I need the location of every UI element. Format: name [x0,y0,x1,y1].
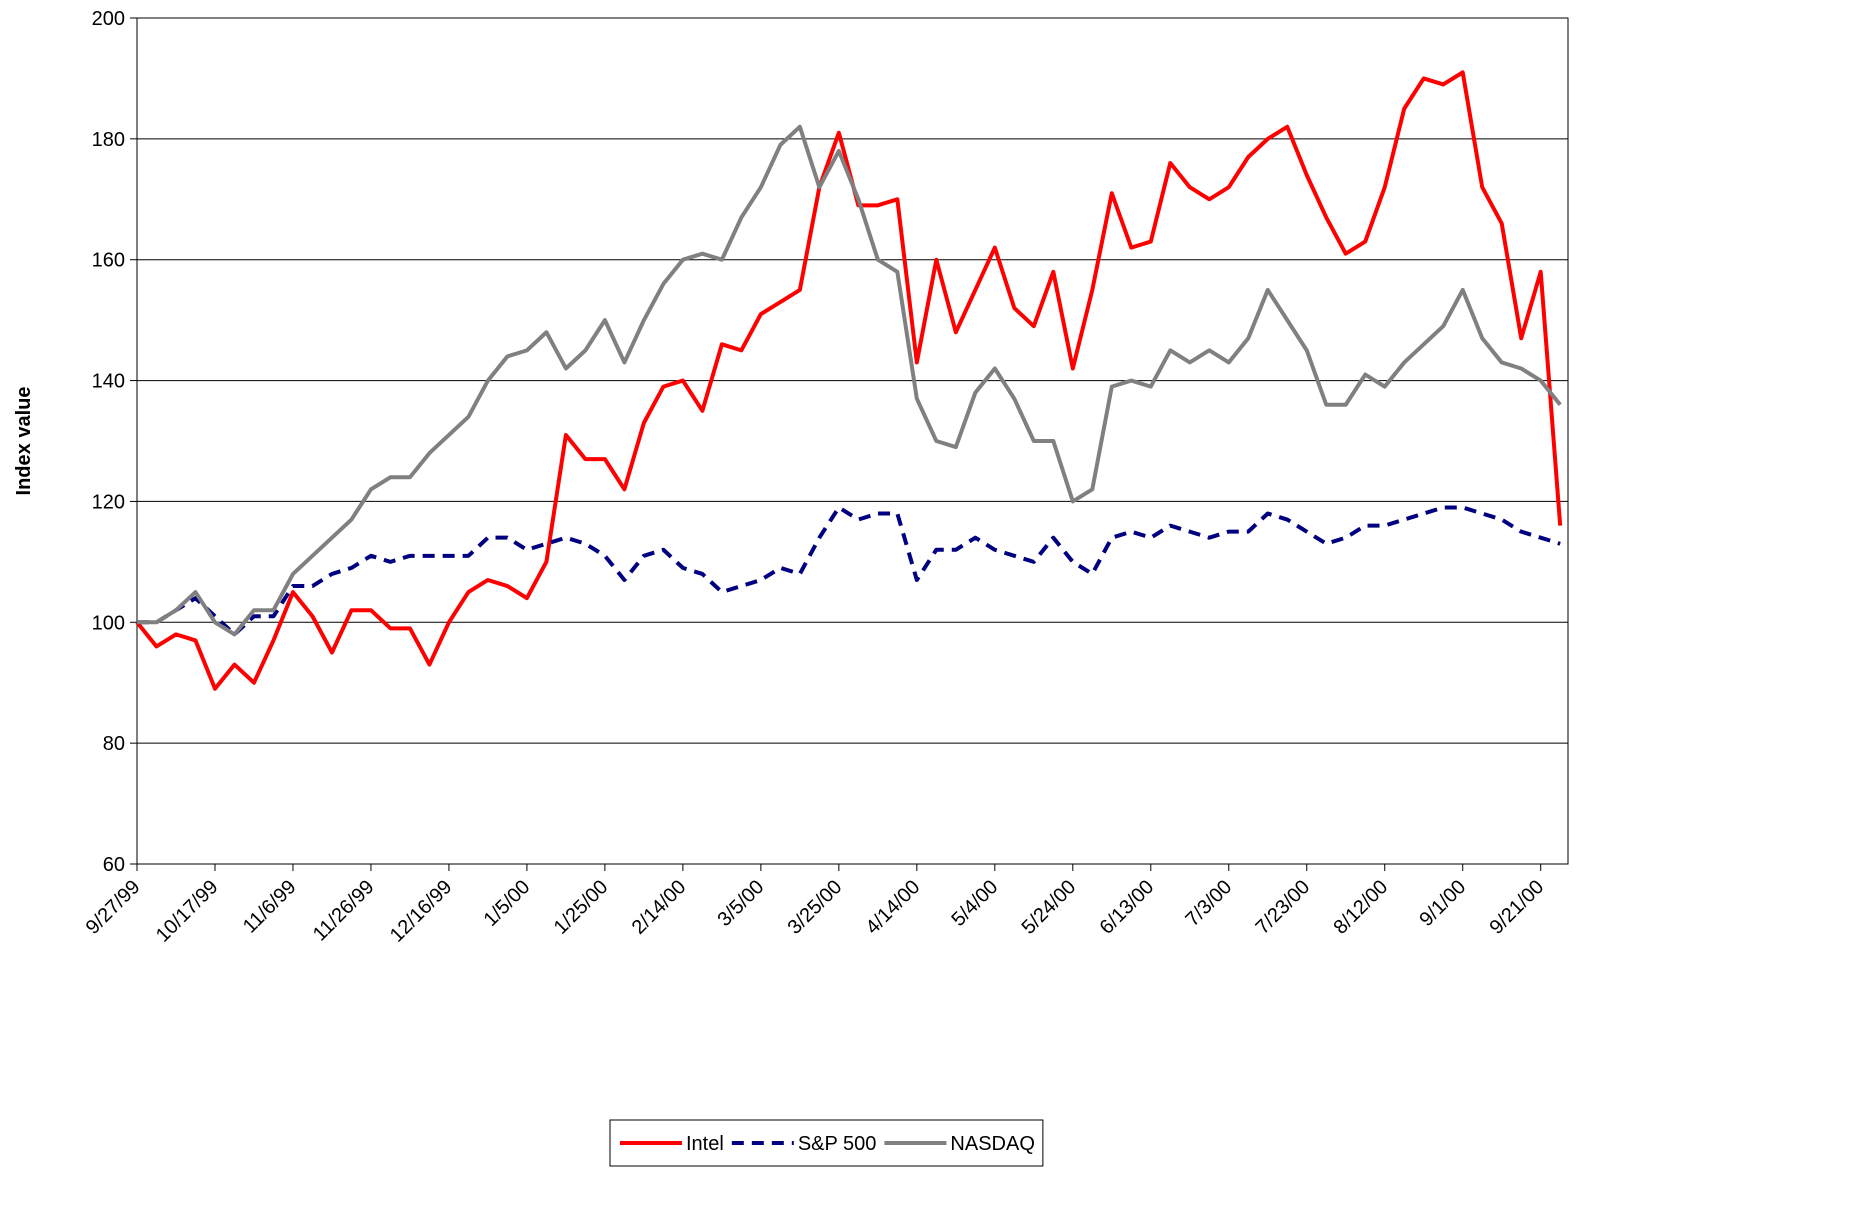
legend-label: Intel [686,1133,724,1155]
x-tick-label: 11/26/99 [309,876,379,946]
x-tick-label: 9/21/00 [1485,876,1548,939]
x-tick-label: 10/17/99 [152,876,223,947]
x-tick-label: 5/4/00 [947,876,1002,931]
x-tick-label: 2/14/00 [628,876,691,939]
y-tick-label: 180 [92,129,125,151]
x-tick-label: 5/24/00 [1018,876,1081,939]
x-tick-label: 1/25/00 [550,876,613,939]
y-tick-label: 80 [103,733,125,755]
x-tick-label: 11/6/99 [239,876,301,938]
series-line [137,505,1561,637]
y-tick-label: 120 [92,491,125,513]
y-tick-label: 200 [92,8,125,30]
x-tick-label: 9/27/99 [82,876,145,939]
x-tick-label: 3/25/00 [784,876,847,939]
x-tick-label: 3/5/00 [714,876,769,931]
legend-box [609,1119,1044,1167]
x-tick-label: 12/16/99 [386,876,457,947]
plot-frame [136,17,1569,865]
x-tick-label: 6/13/00 [1096,876,1159,939]
y-tick-label: 60 [103,854,125,876]
y-tick-label: 160 [92,250,125,272]
series-line [137,124,1562,637]
y-tick-label: 140 [92,371,125,393]
x-tick-label: 1/5/00 [480,876,535,931]
legend-label: S&P 500 [798,1133,877,1155]
x-tick-label: 9/1/00 [1415,876,1470,931]
legend: Intel S&P 500 NASDAQ [609,1119,1044,1167]
series-line [135,70,1563,691]
y-axis-label: Index value [13,387,35,496]
x-tick-label: 8/12/00 [1330,876,1393,939]
x-tick-label: 7/23/00 [1252,876,1315,939]
y-tick-label: 100 [92,612,125,634]
x-tick-label: 7/3/00 [1181,876,1236,931]
x-tick-label: 4/14/00 [862,876,925,939]
legend-label: NASDAQ [950,1133,1034,1155]
